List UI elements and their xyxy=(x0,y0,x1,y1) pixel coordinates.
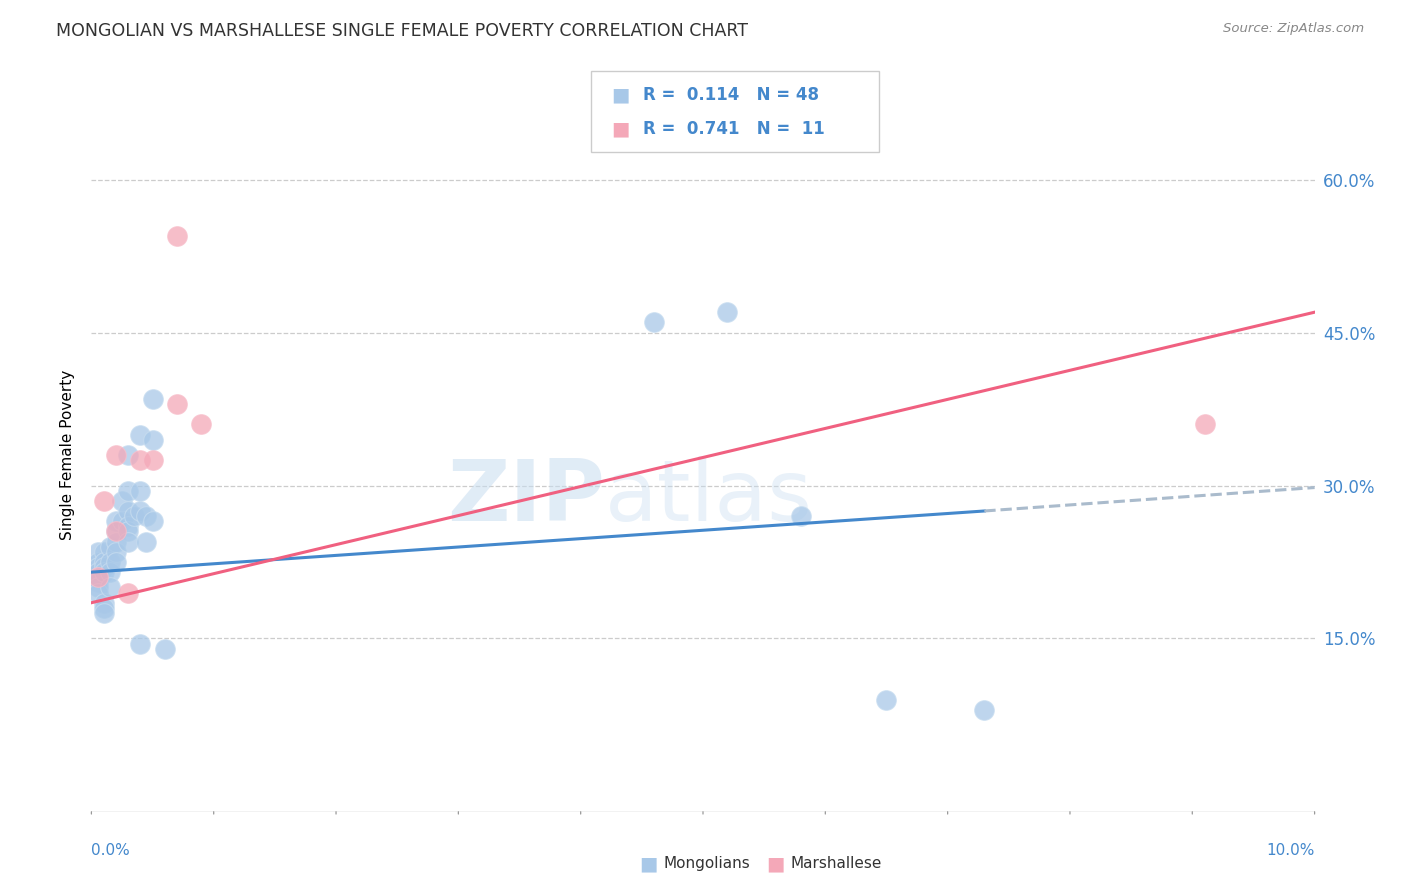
Point xyxy=(141,453,163,467)
Point xyxy=(111,514,134,528)
Point xyxy=(135,509,157,524)
Point xyxy=(117,448,139,462)
Text: ■: ■ xyxy=(612,86,630,105)
Point xyxy=(166,397,188,411)
Point xyxy=(141,433,163,447)
Point xyxy=(104,448,127,462)
Point xyxy=(166,228,188,243)
Point xyxy=(104,514,127,528)
Point xyxy=(973,703,995,717)
Point xyxy=(117,524,139,539)
Point xyxy=(98,555,121,569)
Point xyxy=(117,519,139,533)
Point xyxy=(141,514,163,528)
Point xyxy=(93,600,115,615)
Point xyxy=(86,585,108,599)
Point xyxy=(86,560,108,574)
Point xyxy=(875,692,898,706)
Point xyxy=(93,555,115,569)
Point xyxy=(643,315,665,329)
Point xyxy=(111,493,134,508)
Point xyxy=(129,636,152,650)
Text: MONGOLIAN VS MARSHALLESE SINGLE FEMALE POVERTY CORRELATION CHART: MONGOLIAN VS MARSHALLESE SINGLE FEMALE P… xyxy=(56,22,748,40)
Point xyxy=(93,596,115,610)
Text: Marshallese: Marshallese xyxy=(790,856,882,871)
Point xyxy=(117,504,139,518)
Point xyxy=(86,581,108,595)
Point xyxy=(1194,417,1216,432)
Point xyxy=(129,504,152,518)
Point xyxy=(104,524,127,539)
Point xyxy=(93,606,115,620)
Point xyxy=(104,534,127,549)
Point xyxy=(98,540,121,554)
Point xyxy=(122,509,145,524)
Text: Source: ZipAtlas.com: Source: ZipAtlas.com xyxy=(1223,22,1364,36)
Point xyxy=(104,545,127,559)
Text: 0.0%: 0.0% xyxy=(91,843,131,858)
Point xyxy=(86,555,108,569)
Text: R =  0.114   N = 48: R = 0.114 N = 48 xyxy=(643,87,818,104)
Text: 10.0%: 10.0% xyxy=(1267,843,1315,858)
Point xyxy=(86,575,108,590)
Point xyxy=(716,305,738,319)
Point xyxy=(104,555,127,569)
Text: ■: ■ xyxy=(766,854,785,873)
Point xyxy=(93,545,115,559)
Text: ■: ■ xyxy=(640,854,658,873)
Point xyxy=(190,417,212,432)
Point xyxy=(86,570,108,584)
Text: ■: ■ xyxy=(612,120,630,139)
Point xyxy=(117,585,139,599)
Text: ZIP: ZIP xyxy=(447,456,605,540)
Point xyxy=(86,570,108,584)
Point xyxy=(129,453,152,467)
Text: atlas: atlas xyxy=(605,456,813,540)
Point xyxy=(135,534,157,549)
Point xyxy=(86,545,108,559)
Point xyxy=(117,483,139,498)
Point xyxy=(141,392,163,406)
Point xyxy=(93,565,115,579)
Point xyxy=(86,565,108,579)
Point xyxy=(98,565,121,579)
Y-axis label: Single Female Poverty: Single Female Poverty xyxy=(60,370,76,540)
Text: Mongolians: Mongolians xyxy=(664,856,751,871)
Point xyxy=(129,483,152,498)
Point xyxy=(153,641,176,656)
Point xyxy=(129,427,152,442)
Text: R =  0.741   N =  11: R = 0.741 N = 11 xyxy=(643,120,824,138)
Point xyxy=(117,534,139,549)
Point xyxy=(104,524,127,539)
Point xyxy=(98,581,121,595)
Point xyxy=(93,493,115,508)
Point xyxy=(93,560,115,574)
Point xyxy=(790,509,813,524)
